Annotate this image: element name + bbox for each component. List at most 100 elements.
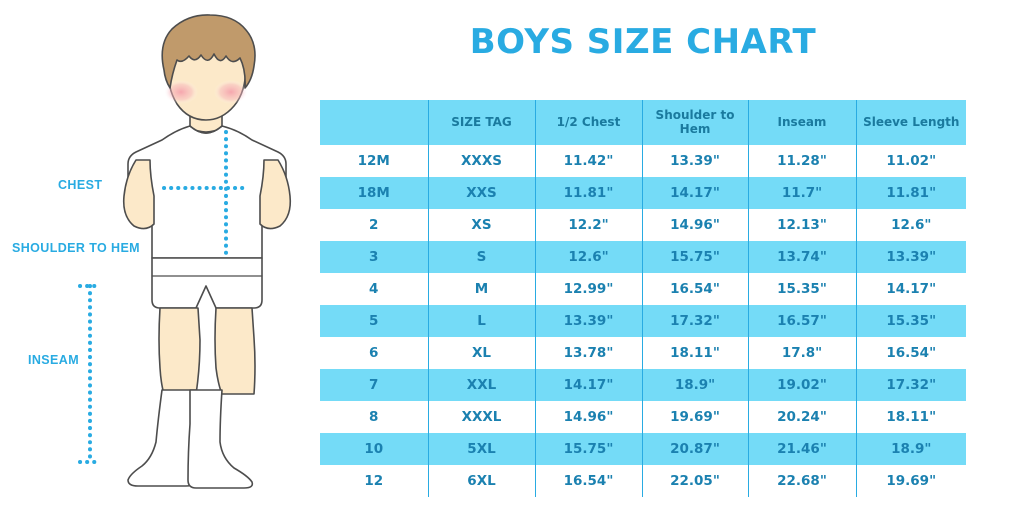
cell-shoulder-to-hem: 20.87" xyxy=(641,433,748,465)
cell-shoulder-to-hem: 16.54" xyxy=(641,273,748,305)
cell-size: 12M xyxy=(320,145,428,177)
column-header-sleeve-length: Sleeve Length xyxy=(855,100,966,145)
cell-size-tag: 6XL xyxy=(427,465,535,497)
cell-half-chest: 11.42" xyxy=(534,145,642,177)
cell-inseam: 22.68" xyxy=(747,465,856,497)
cell-inseam: 11.28" xyxy=(747,145,856,177)
cell-inseam: 21.46" xyxy=(747,433,856,465)
cell-sleeve-length: 15.35" xyxy=(855,305,966,337)
cheek-left xyxy=(164,80,198,104)
cell-half-chest: 13.78" xyxy=(534,337,642,369)
collar-line xyxy=(189,125,223,134)
cell-shoulder-to-hem: 18.9" xyxy=(641,369,748,401)
cell-half-chest: 13.39" xyxy=(534,305,642,337)
shoulder-to-hem-label: SHOULDER TO HEM xyxy=(12,241,140,255)
table-row: 2 XS 12.2" 14.96" 12.13" 12.6" xyxy=(320,209,966,241)
cell-size-tag: 5XL xyxy=(427,433,535,465)
cell-half-chest: 12.99" xyxy=(534,273,642,305)
cell-size: 5 xyxy=(320,305,428,337)
table-row: 4 M 12.99" 16.54" 15.35" 14.17" xyxy=(320,273,966,305)
cell-size-tag: S xyxy=(427,241,535,273)
cell-half-chest: 12.6" xyxy=(534,241,642,273)
cell-size-tag: XXS xyxy=(427,177,535,209)
table-header: SIZE TAG 1/2 Chest Shoulder to Hem Insea… xyxy=(320,100,966,145)
column-header-inseam: Inseam xyxy=(747,100,856,145)
sock-left xyxy=(127,389,197,487)
cell-inseam: 12.13" xyxy=(747,209,856,241)
column-header-half-chest: 1/2 Chest xyxy=(534,100,642,145)
cell-inseam: 13.74" xyxy=(747,241,856,273)
cell-shoulder-to-hem: 19.69" xyxy=(641,401,748,433)
cheek-right xyxy=(214,80,248,104)
cell-size: 12 xyxy=(320,465,428,497)
table-row: 8 XXXL 14.96" 19.69" 20.24" 18.11" xyxy=(320,401,966,433)
hair-shape xyxy=(161,14,256,89)
inseam-label: INSEAM xyxy=(28,353,80,367)
sock-right xyxy=(187,389,254,489)
table-header-row: SIZE TAG 1/2 Chest Shoulder to Hem Insea… xyxy=(320,100,966,145)
table-row: 5 L 13.39" 17.32" 16.57" 15.35" xyxy=(320,305,966,337)
cell-size-tag: XXXS xyxy=(427,145,535,177)
cell-size: 3 xyxy=(320,241,428,273)
cell-size-tag: XXXL xyxy=(427,401,535,433)
cell-half-chest: 16.54" xyxy=(534,465,642,497)
arm-left xyxy=(122,159,155,230)
boy-illustration-panel: CHEST SHOULDER TO HEM INSEAM xyxy=(0,0,310,512)
cell-sleeve-length: 11.81" xyxy=(855,177,966,209)
cell-shoulder-to-hem: 14.17" xyxy=(641,177,748,209)
cell-sleeve-length: 12.6" xyxy=(855,209,966,241)
cell-half-chest: 15.75" xyxy=(534,433,642,465)
cell-sleeve-length: 18.11" xyxy=(855,401,966,433)
cell-sleeve-length: 11.02" xyxy=(855,145,966,177)
table-row: 12M XXXS 11.42" 13.39" 11.28" 11.02" xyxy=(320,145,966,177)
arm-right xyxy=(259,159,292,230)
cell-size: 10 xyxy=(320,433,428,465)
page-title: BOYS SIZE CHART xyxy=(469,22,817,62)
column-header-size-tag: SIZE TAG xyxy=(427,100,535,145)
cell-inseam: 17.8" xyxy=(747,337,856,369)
cell-size: 7 xyxy=(320,369,428,401)
cell-size: 18M xyxy=(320,177,428,209)
shorts-shape xyxy=(151,257,263,309)
thigh-left xyxy=(158,307,201,395)
cell-shoulder-to-hem: 15.75" xyxy=(641,241,748,273)
cell-size: 2 xyxy=(320,209,428,241)
table-row: 12 6XL 16.54" 22.05" 22.68" 19.69" xyxy=(320,465,966,497)
table-row: 10 5XL 15.75" 20.87" 21.46" 18.9" xyxy=(320,433,966,465)
cell-sleeve-length: 13.39" xyxy=(855,241,966,273)
cell-half-chest: 11.81" xyxy=(534,177,642,209)
thigh-right xyxy=(214,307,256,395)
cell-size-tag: L xyxy=(427,305,535,337)
cell-shoulder-to-hem: 22.05" xyxy=(641,465,748,497)
cell-inseam: 20.24" xyxy=(747,401,856,433)
table-row: 18M XXS 11.81" 14.17" 11.7" 11.81" xyxy=(320,177,966,209)
cell-size-tag: XS xyxy=(427,209,535,241)
cell-sleeve-length: 19.69" xyxy=(855,465,966,497)
cell-shoulder-to-hem: 13.39" xyxy=(641,145,748,177)
cell-shoulder-to-hem: 14.96" xyxy=(641,209,748,241)
chest-label: CHEST xyxy=(58,178,103,192)
cell-size-tag: XXL xyxy=(427,369,535,401)
inseam-bracket xyxy=(78,284,102,464)
boy-figure-illustration xyxy=(78,14,292,489)
cell-half-chest: 14.96" xyxy=(534,401,642,433)
cell-size: 8 xyxy=(320,401,428,433)
column-header-size xyxy=(320,100,428,145)
cell-shoulder-to-hem: 18.11" xyxy=(641,337,748,369)
cell-size: 6 xyxy=(320,337,428,369)
cell-inseam: 16.57" xyxy=(747,305,856,337)
table-row: 7 XXL 14.17" 18.9" 19.02" 17.32" xyxy=(320,369,966,401)
cell-sleeve-length: 16.54" xyxy=(855,337,966,369)
cell-half-chest: 14.17" xyxy=(534,369,642,401)
cell-inseam: 19.02" xyxy=(747,369,856,401)
column-header-shoulder-to-hem: Shoulder to Hem xyxy=(641,100,748,145)
cell-half-chest: 12.2" xyxy=(534,209,642,241)
table-row: 6 XL 13.78" 18.11" 17.8" 16.54" xyxy=(320,337,966,369)
table-row: 3 S 12.6" 15.75" 13.74" 13.39" xyxy=(320,241,966,273)
cell-inseam: 11.7" xyxy=(747,177,856,209)
size-chart-table: SIZE TAG 1/2 Chest Shoulder to Hem Insea… xyxy=(320,100,966,497)
cell-size: 4 xyxy=(320,273,428,305)
cell-sleeve-length: 17.32" xyxy=(855,369,966,401)
cell-shoulder-to-hem: 17.32" xyxy=(641,305,748,337)
cell-sleeve-length: 14.17" xyxy=(855,273,966,305)
